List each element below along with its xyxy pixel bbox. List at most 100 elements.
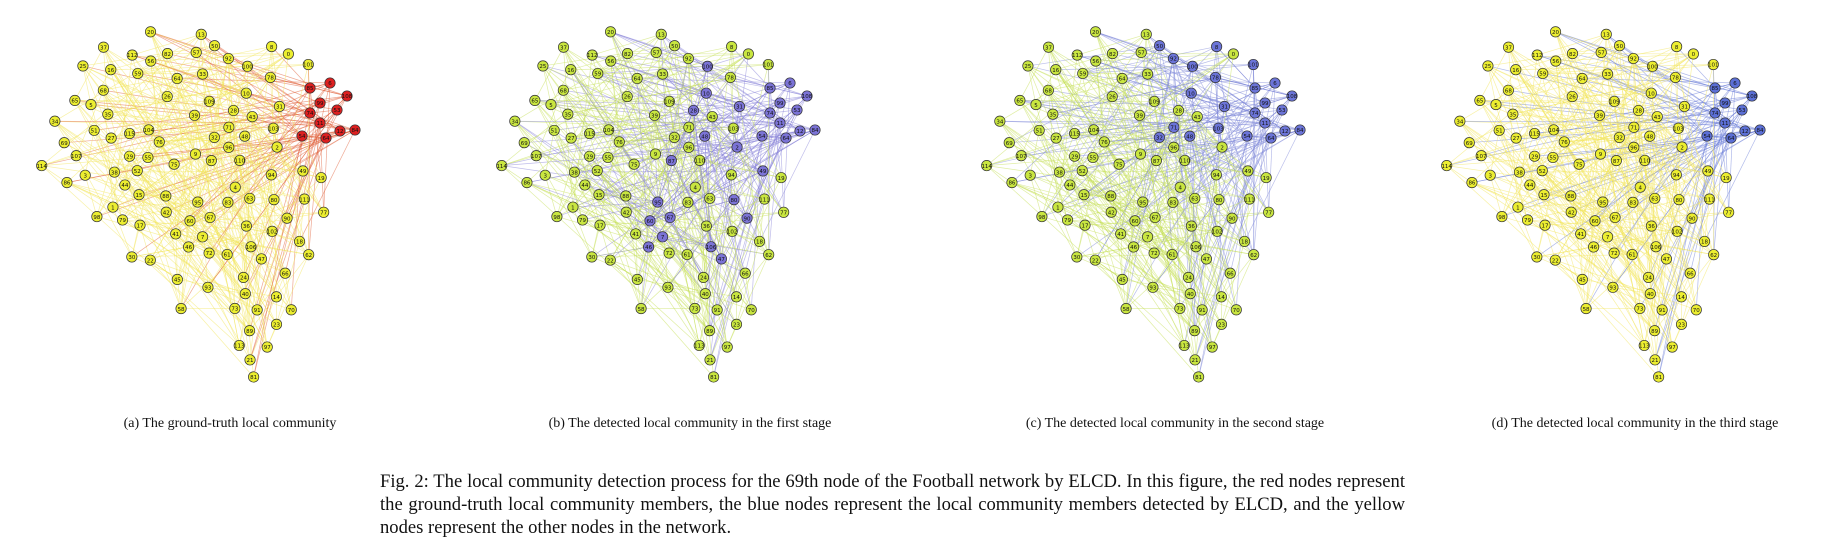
network-node: 42 bbox=[1105, 206, 1117, 218]
node-circle bbox=[1168, 141, 1180, 153]
network-edge bbox=[1082, 46, 1217, 74]
network-edge bbox=[769, 87, 782, 178]
network-node: 97 bbox=[1206, 341, 1218, 353]
network-edge bbox=[253, 135, 303, 378]
network-edge bbox=[244, 136, 286, 274]
node-label: 5 bbox=[89, 103, 93, 109]
network-node: 26 bbox=[1566, 90, 1578, 103]
node-label: 30 bbox=[1073, 255, 1080, 261]
node-label: 77 bbox=[1725, 210, 1732, 216]
network-node: 68 bbox=[1042, 84, 1054, 96]
network-node: 81 bbox=[1653, 371, 1665, 383]
node-label: 55 bbox=[1089, 156, 1096, 162]
node-circle bbox=[809, 124, 821, 136]
node-circle bbox=[730, 318, 743, 330]
node-label: 41 bbox=[172, 232, 179, 238]
node-circle bbox=[1644, 288, 1656, 300]
node-circle bbox=[1739, 125, 1751, 137]
node-label: 86 bbox=[63, 181, 70, 187]
node-circle bbox=[687, 104, 700, 117]
network-edge bbox=[1118, 164, 1123, 280]
node-label: 38 bbox=[1056, 170, 1063, 176]
node-label: 112 bbox=[1072, 53, 1083, 59]
network-node: 79 bbox=[1521, 214, 1534, 226]
network-node: 32 bbox=[668, 131, 680, 143]
network-edge bbox=[1515, 64, 1714, 71]
node-circle bbox=[1719, 117, 1731, 129]
network-edge bbox=[610, 60, 659, 203]
node-label: 29 bbox=[126, 154, 133, 160]
node-circle bbox=[1078, 189, 1090, 201]
node-circle bbox=[613, 136, 625, 148]
network-node: 41 bbox=[1575, 228, 1587, 240]
node-label: 84 bbox=[1297, 128, 1304, 134]
node-circle bbox=[1276, 104, 1288, 116]
node-circle bbox=[223, 141, 235, 153]
node-circle bbox=[131, 165, 143, 177]
network-edge bbox=[694, 95, 808, 309]
network-node: 47 bbox=[1660, 253, 1672, 265]
network-node: 4 bbox=[689, 181, 701, 193]
node-circle bbox=[273, 100, 286, 113]
node-circle bbox=[341, 90, 353, 102]
node-label: 86 bbox=[523, 181, 530, 187]
network-edge bbox=[1055, 53, 1113, 71]
network-edge bbox=[610, 31, 711, 199]
node-circle bbox=[1729, 77, 1741, 89]
node-label: 23 bbox=[273, 323, 280, 329]
network-edge bbox=[1076, 256, 1203, 311]
node-label: 44 bbox=[1526, 183, 1533, 189]
network-node: 95 bbox=[192, 196, 204, 208]
network-node: 29 bbox=[584, 150, 596, 162]
network-node: 73 bbox=[1634, 302, 1646, 315]
network-edge bbox=[276, 241, 300, 325]
network-edge bbox=[655, 52, 718, 310]
node-label: 109 bbox=[204, 100, 215, 106]
network-node: 96 bbox=[1168, 141, 1180, 153]
node-label: 12 bbox=[797, 129, 804, 135]
network-edge bbox=[195, 154, 199, 203]
network-edge bbox=[1189, 106, 1225, 137]
node-circle bbox=[994, 115, 1006, 127]
network-node: 80 bbox=[1673, 194, 1685, 206]
node-circle bbox=[1148, 95, 1160, 107]
community-node: 85 bbox=[764, 82, 776, 94]
network-edge bbox=[570, 64, 769, 71]
network-node: 34 bbox=[994, 115, 1006, 127]
network-edge bbox=[1656, 116, 1683, 148]
node-label: 64 bbox=[1119, 77, 1126, 83]
node-circle bbox=[239, 288, 251, 300]
network-edge bbox=[1676, 46, 1716, 89]
node-circle bbox=[248, 371, 260, 383]
network-edge bbox=[1487, 65, 1587, 309]
network-edge bbox=[626, 96, 656, 155]
network-edge bbox=[1555, 31, 1667, 260]
node-circle bbox=[1597, 196, 1609, 208]
community-node: 84 bbox=[809, 124, 821, 136]
network-edge bbox=[1048, 47, 1185, 346]
network-node: 56 bbox=[145, 55, 157, 67]
network-edge bbox=[1480, 90, 1509, 156]
node-label: 66 bbox=[742, 271, 749, 277]
network-edge bbox=[1581, 78, 1601, 155]
node-label: 35 bbox=[1509, 112, 1516, 118]
network-edge bbox=[1495, 104, 1761, 131]
network-edge bbox=[1082, 170, 1207, 260]
node-circle bbox=[1482, 60, 1494, 72]
node-circle bbox=[282, 48, 294, 60]
node-label: 47 bbox=[1203, 257, 1210, 263]
node-label: 95 bbox=[1139, 200, 1146, 206]
node-label: 32 bbox=[211, 136, 218, 142]
node-label: 9 bbox=[1139, 152, 1143, 158]
node-label: 16 bbox=[107, 68, 114, 74]
node-circle bbox=[758, 193, 771, 205]
node-circle bbox=[1671, 41, 1683, 53]
node-circle bbox=[801, 90, 813, 102]
node-circle bbox=[1174, 302, 1186, 315]
network-edge bbox=[228, 58, 288, 219]
network-node: 18 bbox=[1698, 235, 1711, 247]
network-edge bbox=[271, 46, 311, 89]
network-edge bbox=[201, 34, 321, 124]
network-node: 64 bbox=[171, 72, 183, 85]
node-circle bbox=[304, 107, 316, 119]
